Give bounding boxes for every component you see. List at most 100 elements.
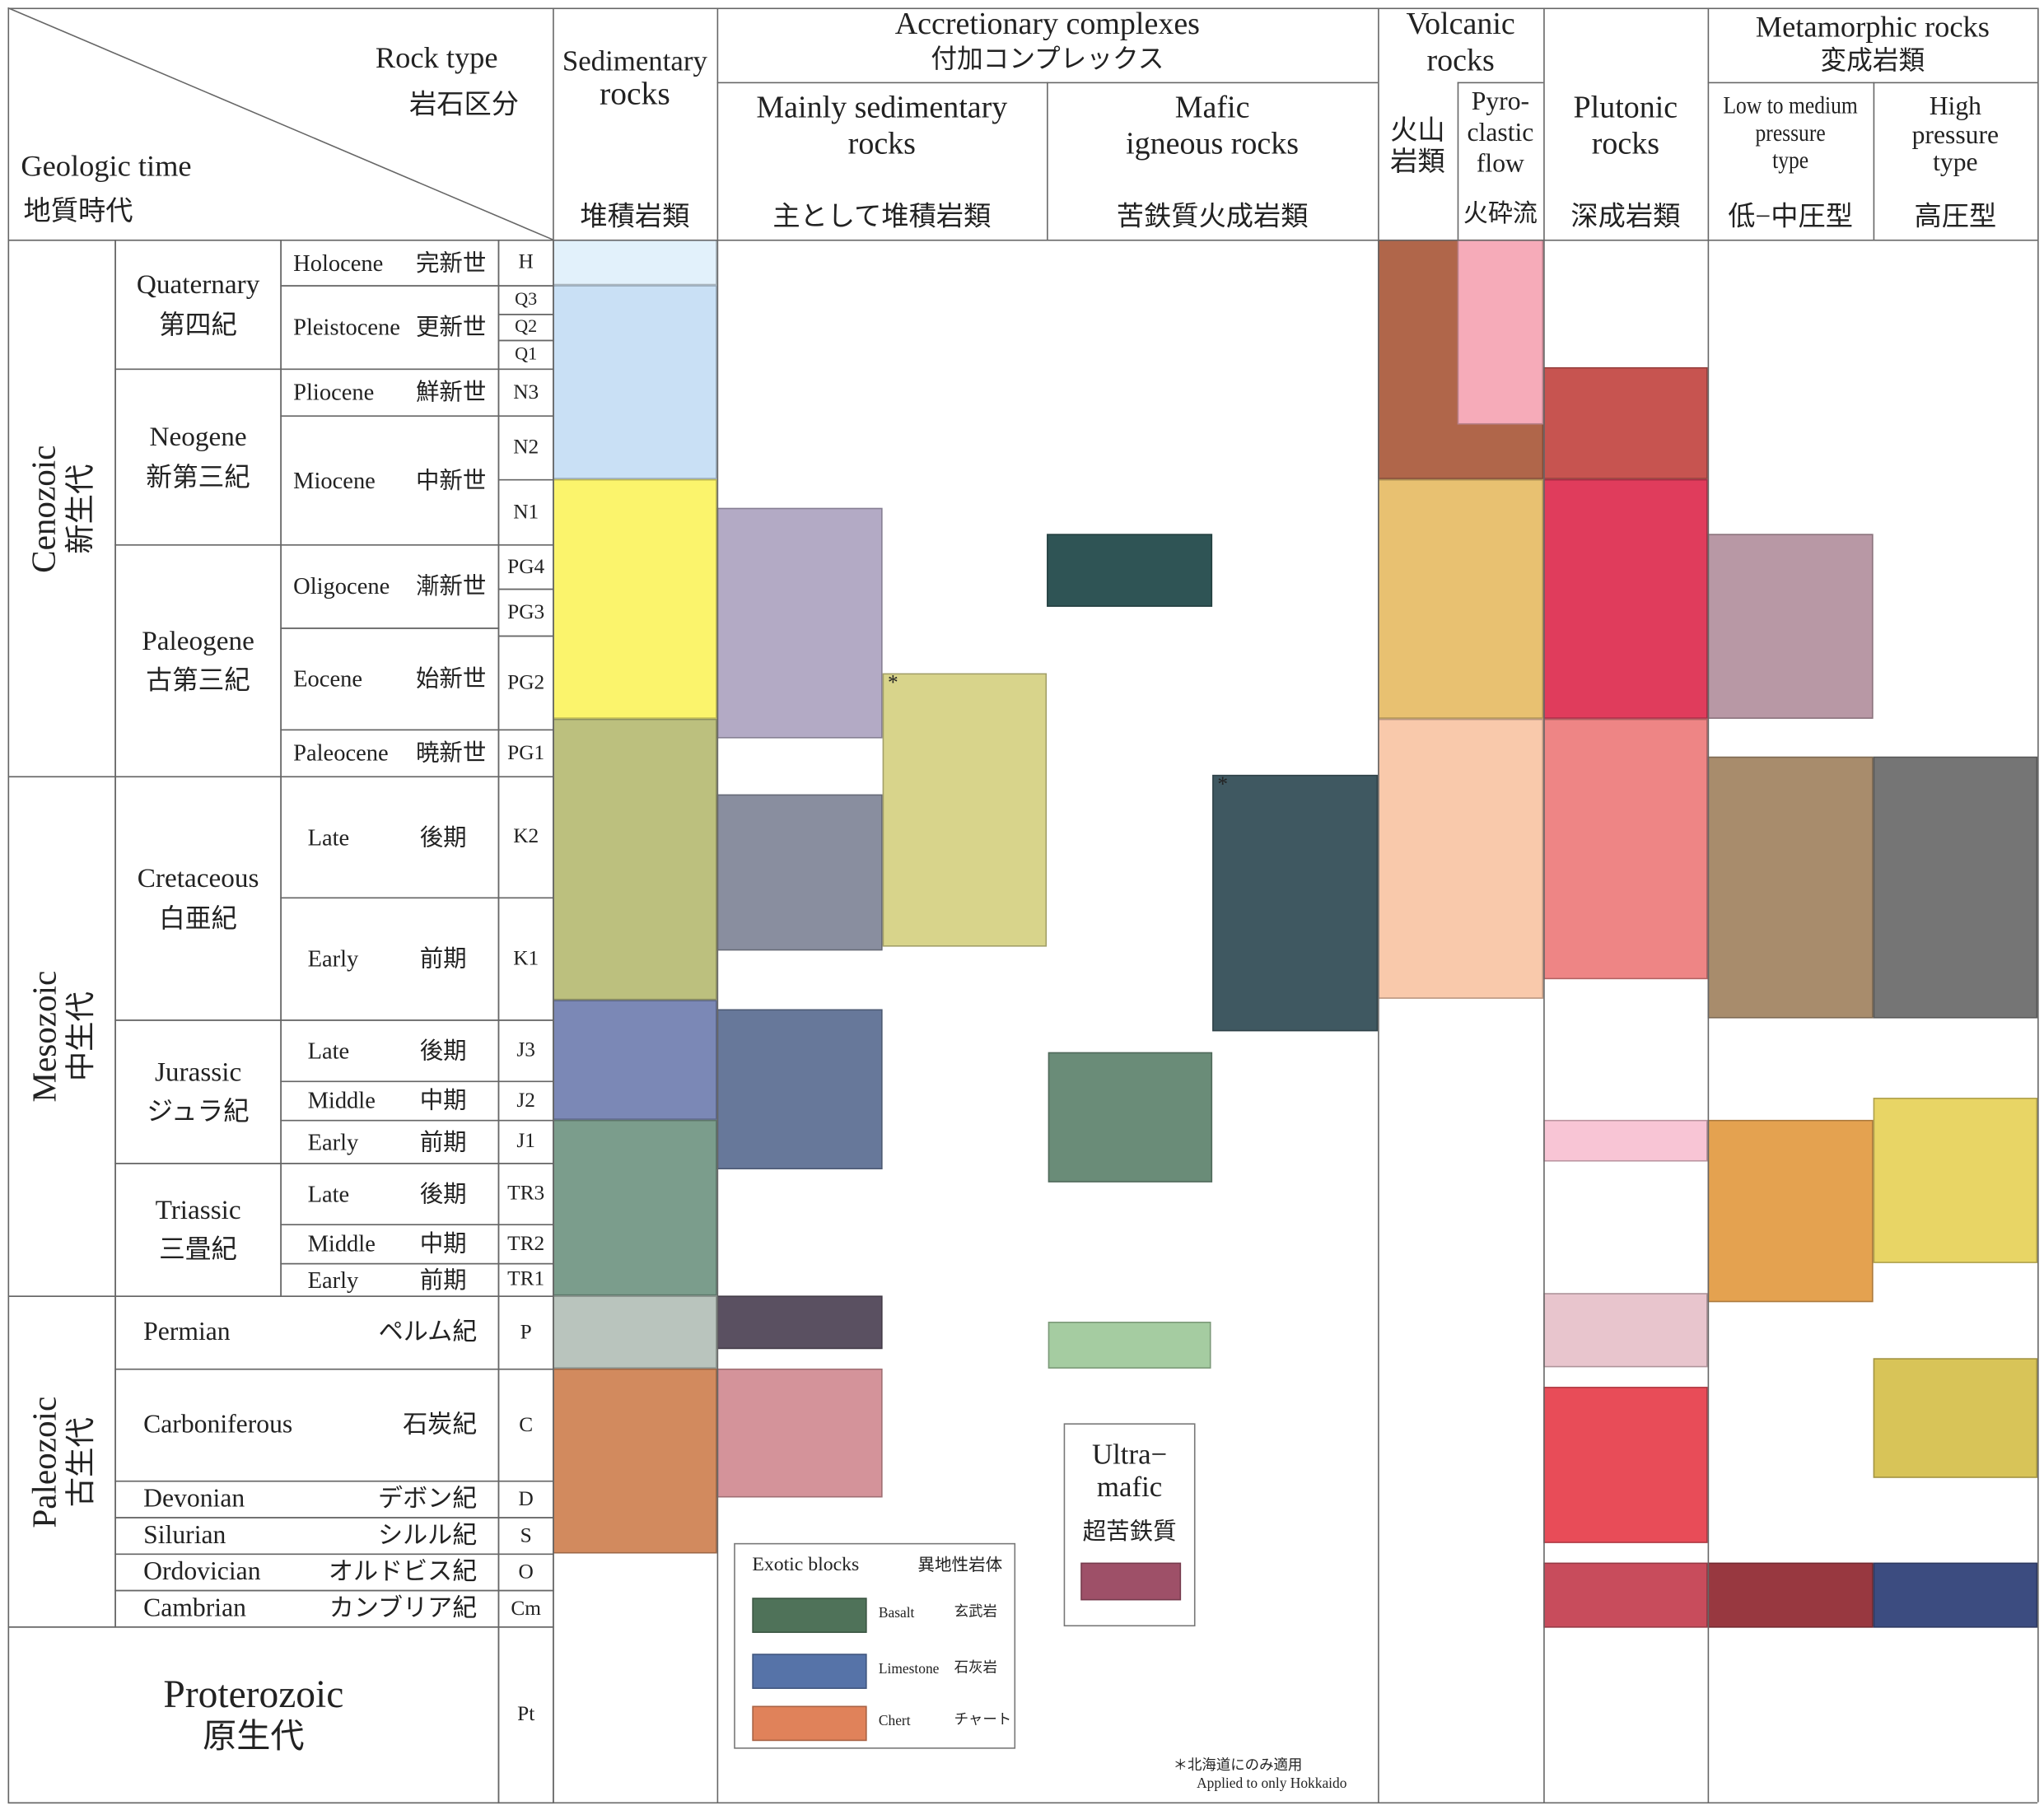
rock-block-sedimentary xyxy=(553,1295,717,1369)
epoch-name: Early xyxy=(307,1128,359,1155)
plutonic-en2: rocks xyxy=(1591,127,1660,161)
pyro-en1: Pyro- xyxy=(1471,86,1530,116)
epoch-name-ja: 中期 xyxy=(419,1087,467,1114)
exotic-blocks-legend: Exotic blocks 異地性岩体 Basalt 玄武岩 Limestone 石灰… xyxy=(734,1542,1016,1749)
period-name: Quaternary xyxy=(136,268,260,301)
high-en2: pressure xyxy=(1911,120,2000,150)
period-cell: Permian ペルム紀 xyxy=(114,1295,500,1370)
epoch-cell: Early 前期 xyxy=(280,1262,500,1297)
rock-block-mafic xyxy=(1047,534,1213,607)
sedimentary-header-ja: 堆積岩類 xyxy=(580,200,690,232)
epoch-cell: Late 後期 xyxy=(280,1163,500,1226)
epoch-name: Eocene xyxy=(293,665,362,692)
rock-block-sedimentary xyxy=(553,1000,717,1120)
rock-block-mainly-sedimentary-hokkaido xyxy=(882,673,1048,947)
period-name: Paleogene xyxy=(142,624,254,656)
legend-title-ja: 異地性岩体 xyxy=(917,1555,1003,1574)
rock-block-sedimentary xyxy=(553,1119,717,1296)
period-name: Triassic xyxy=(155,1193,241,1225)
era-name: Proterozoic xyxy=(163,1672,344,1716)
era-name-ja: 原生代 xyxy=(203,1718,305,1756)
time-code-PG2: PG2 xyxy=(497,635,554,731)
epoch-name: Late xyxy=(307,1037,350,1064)
epoch-name: Oligocene xyxy=(293,573,390,599)
period-name-ja: 第四紀 xyxy=(159,310,238,340)
epoch-name-ja: 暁新世 xyxy=(415,739,487,767)
time-code-PG4: PG4 xyxy=(497,543,554,590)
time-code-Pt: Pt xyxy=(497,1626,554,1804)
mainly-sed-en1: Mainly sedimentary xyxy=(756,91,1008,125)
period-name-ja: オルドビス紀 xyxy=(328,1558,478,1586)
grid-line xyxy=(716,7,719,1803)
period-name-ja: ジュラ紀 xyxy=(147,1098,250,1127)
period-name-ja: 古第三紀 xyxy=(146,667,250,696)
low-pressure-header-ja: 低−中圧型 xyxy=(1728,200,1853,232)
time-code-TR3: TR3 xyxy=(497,1163,554,1226)
metamorphic-header-ja: 変成岩類 xyxy=(1820,46,1925,76)
grid-line xyxy=(1873,82,1875,240)
era-label: Cenozoic 新生代 xyxy=(26,445,97,572)
period-name-ja: デボン紀 xyxy=(378,1485,478,1513)
plutonic-header: Plutonic rocks xyxy=(1543,91,1707,163)
epoch-cell: Miocene 中新世 xyxy=(280,415,500,546)
epoch-name-ja: 中期 xyxy=(419,1230,467,1257)
rock-block-metamorphic-low xyxy=(1707,1562,1874,1628)
time-code-Q1: Q1 xyxy=(497,339,554,371)
legend-label-ja: 石灰岩 xyxy=(954,1660,997,1677)
epoch-name: Pleistocene xyxy=(293,314,400,340)
period-name-ja: 白亜紀 xyxy=(159,904,238,934)
low-en3: type xyxy=(1772,147,1809,175)
era-name-ja: 古生代 xyxy=(63,1416,97,1507)
epoch-name-ja: 更新世 xyxy=(415,314,487,340)
period-name: Devonian xyxy=(143,1484,245,1514)
rock-block-metamorphic-low xyxy=(1707,756,1874,1019)
epoch-cell: Late 後期 xyxy=(280,776,500,899)
period-cell: Neogene 新第三紀 xyxy=(114,368,282,546)
high-pressure-header: High pressure type xyxy=(1874,93,2037,178)
rock-block-plutonic xyxy=(1543,1562,1708,1628)
mafic-en1: Mafic xyxy=(1174,91,1250,125)
epoch-name: Middle xyxy=(307,1087,376,1114)
epoch-cell: Early 前期 xyxy=(280,1119,500,1164)
grid-line xyxy=(1378,7,1379,1803)
mafic-en2: igneous rocks xyxy=(1126,127,1300,161)
volcanic-header-ja: 火山 岩類 xyxy=(1378,114,1458,177)
legend-title: Exotic blocks xyxy=(752,1555,860,1576)
high-en3: type xyxy=(1933,148,1978,178)
grid-line xyxy=(7,1802,2038,1804)
period-name: Ordovician xyxy=(143,1557,261,1587)
ultramafic-label-ja: 超苦鉄質 xyxy=(1082,1518,1177,1545)
epoch-name-ja: 前期 xyxy=(419,1267,467,1293)
era-label: Mesozoic 中生代 xyxy=(26,971,97,1103)
period-name: Cretaceous xyxy=(137,862,259,894)
ultramafic-box: Ultra− mafic 超苦鉄質 xyxy=(1063,1423,1196,1627)
grid-line xyxy=(1457,82,1459,240)
time-code-N3: N3 xyxy=(497,368,554,418)
rock-block-sedimentary xyxy=(553,285,717,479)
time-code-PG3: PG3 xyxy=(497,588,554,637)
mainly-sed-en2: rocks xyxy=(847,127,916,161)
mafic-header: Mafic igneous rocks xyxy=(1047,91,1378,163)
low-en1: Low to medium xyxy=(1723,92,1858,120)
legend-label: Limestone xyxy=(878,1661,940,1677)
period-name: Jurassic xyxy=(154,1056,242,1087)
era-cell: Paleozoic 古生代 xyxy=(7,1295,116,1628)
legend-swatch-chert xyxy=(752,1705,867,1742)
mafic-header-ja: 苦鉄質火成岩類 xyxy=(1116,200,1309,232)
time-code-TR1: TR1 xyxy=(497,1262,554,1297)
epoch-name-ja: 後期 xyxy=(419,1180,467,1207)
low-pressure-header: Low to medium pressure type xyxy=(1720,92,1861,175)
sedimentary-en2: rocks xyxy=(600,77,670,113)
volcanic-en2: rocks xyxy=(1426,44,1495,78)
era-name-ja: 中生代 xyxy=(63,991,97,1082)
rock-block-plutonic xyxy=(1543,366,1708,479)
time-code-J1: J1 xyxy=(497,1119,554,1164)
rock-block-metamorphic-high xyxy=(1873,756,2038,1019)
rock-block-plutonic xyxy=(1543,1387,1708,1543)
epoch-cell: Oligocene 漸新世 xyxy=(280,543,500,629)
epoch-name-ja: 後期 xyxy=(419,1037,467,1064)
time-code-J3: J3 xyxy=(497,1019,554,1083)
epoch-cell: Pliocene 鮮新世 xyxy=(280,368,500,418)
rock-block-volcanic xyxy=(1378,718,1544,999)
